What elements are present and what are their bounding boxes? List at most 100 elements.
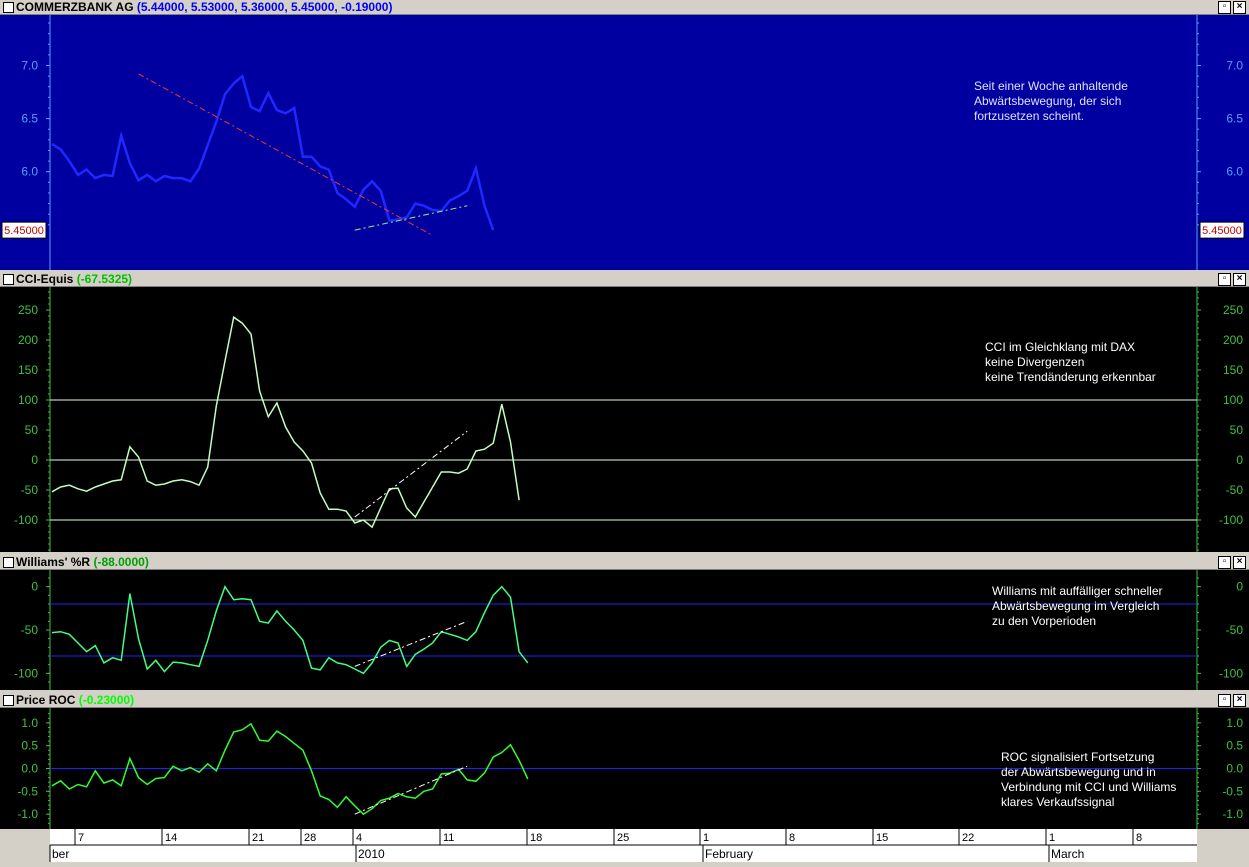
annotation-line: fortzusetzen scheint. xyxy=(974,109,1084,123)
annotation-line: ROC signalisiert Fortsetzung xyxy=(1001,750,1154,764)
close-icon[interactable]: × xyxy=(1233,273,1246,286)
close-icon[interactable]: × xyxy=(1233,1,1246,14)
y-tick-label-right: 150 xyxy=(1223,363,1243,377)
y-tick-label-right: -100 xyxy=(1219,513,1243,527)
window-icon xyxy=(3,274,14,285)
close-icon[interactable]: × xyxy=(1233,694,1246,707)
y-tick-label-left: 0.0 xyxy=(21,762,38,776)
y-tick-label-right: 0.0 xyxy=(1226,762,1243,776)
y-tick-label-left: 0.5 xyxy=(21,739,38,753)
y-tick-label-right: -1.0 xyxy=(1222,807,1243,821)
day-label: 28 xyxy=(304,832,316,844)
price-pane-title: COMMERZBANK AG xyxy=(16,0,134,14)
day-label: 8 xyxy=(1136,832,1142,844)
williams-pane: Williams' %R (-88.0000) ▫ × 0 0 -50 -50 -100 -… xyxy=(0,555,1249,690)
williams-pane-title: Williams' %R xyxy=(16,555,91,569)
restore-icon[interactable]: ▫ xyxy=(1218,1,1231,14)
williams-readout: (-88.0000) xyxy=(93,555,149,569)
y-tick-label-left: 0 xyxy=(31,580,38,594)
y-tick-label-right: 1.0 xyxy=(1226,716,1243,730)
y-tick-label-right: -50 xyxy=(1226,483,1244,497)
day-label: 21 xyxy=(252,832,264,844)
y-tick-label-left: -100 xyxy=(14,666,38,680)
y-tick-label-left: -1.0 xyxy=(17,807,38,821)
annotation-line: Verbindung mit CCI und Williams xyxy=(1001,780,1176,794)
date-axis[interactable]: 7 14 21 28 4 11 18 25 1 8 15 22 1 8 ber 2010 February Mar… xyxy=(0,829,1249,862)
cci-pane-titlebar[interactable]: CCI-Equis (-67.5325) ▫ × xyxy=(0,272,1249,287)
day-label: 22 xyxy=(962,832,974,844)
cci-chart: 250 250 200 200 150 150 100 100 50 50 0 0 -50 -50 -100… xyxy=(0,287,1249,552)
annotation-line: keine Divergenzen xyxy=(985,355,1084,369)
trendline[interactable] xyxy=(354,620,468,667)
window-icon xyxy=(3,2,14,13)
annotation-line: zu den Vorperioden xyxy=(992,614,1096,628)
annotation-line: CCI im Gleichklang mit DAX xyxy=(985,340,1135,354)
annotation-text[interactable]: Williams mit auffälliger schnellerAbwärt… xyxy=(992,584,1163,628)
annotation-line: der Abwärtsbewegung und in xyxy=(1001,765,1156,779)
day-label: 1 xyxy=(703,832,709,844)
window-icon xyxy=(3,695,14,706)
y-tick-label-right: 50 xyxy=(1230,423,1244,437)
price-readout: (5.44000, 5.53000, 5.36000, 5.45000, -0.… xyxy=(136,0,393,14)
annotation-line: Abwärtsbewegung im Vergleich xyxy=(992,599,1159,613)
value-tag-left: 5.45000 xyxy=(4,225,44,237)
y-tick-label-right: 7.0 xyxy=(1226,58,1243,72)
annotation-line: Seit einer Woche anhaltende xyxy=(974,79,1128,93)
y-tick-label-right: 6.0 xyxy=(1226,165,1243,179)
value-tag-left-box xyxy=(1,221,47,239)
price-pane: COMMERZBANK AG (5.44000, 5.53000, 5.3600… xyxy=(0,0,1249,270)
day-label: 25 xyxy=(617,832,629,844)
day-label: 15 xyxy=(876,832,888,844)
roc-pane-titlebar[interactable]: Price ROC (-0.23000) ▫ × xyxy=(0,693,1249,708)
series-line xyxy=(51,722,529,816)
month-label: February xyxy=(705,847,753,861)
price-pane-titlebar[interactable]: COMMERZBANK AG (5.44000, 5.53000, 5.3600… xyxy=(0,0,1249,15)
y-tick-label-right: -0.5 xyxy=(1222,784,1243,798)
williams-chart: 0 0 -50 -50 -100 -100 Williams mit auffälliger… xyxy=(0,570,1249,690)
month-label: March xyxy=(1051,847,1084,861)
month-label: 2010 xyxy=(358,847,385,861)
y-tick-label-left: -100 xyxy=(14,513,38,527)
day-label: 7 xyxy=(78,832,84,844)
y-tick-label-right: 200 xyxy=(1223,333,1243,347)
plot-background xyxy=(0,15,1249,270)
trendline[interactable] xyxy=(354,430,468,518)
y-tick-label-left: -50 xyxy=(21,623,39,637)
trendline[interactable] xyxy=(354,765,468,815)
annotation-line: keine Trendänderung erkennbar xyxy=(985,370,1156,384)
y-tick-label-right: -50 xyxy=(1226,623,1244,637)
roc-chart: 1.0 1.0 0.5 0.5 0.0 0.0 -0.5 -0.5 -1.0 -1.0 ROC si… xyxy=(0,708,1249,829)
y-tick-label-right: 0.5 xyxy=(1226,739,1243,753)
y-tick-label-right: 0 xyxy=(1236,453,1243,467)
y-tick-label-left: 100 xyxy=(18,393,38,407)
window-icon xyxy=(3,557,14,568)
roc-readout: (-0.23000) xyxy=(78,693,135,707)
y-tick-label-right: 0 xyxy=(1236,580,1243,594)
trendline[interactable] xyxy=(354,205,468,231)
value-tag-right: 5.45000 xyxy=(1202,225,1242,237)
williams-pane-titlebar[interactable]: Williams' %R (-88.0000) ▫ × xyxy=(0,555,1249,570)
close-icon[interactable]: × xyxy=(1233,556,1246,569)
y-tick-label-left: 50 xyxy=(25,423,39,437)
day-label: 14 xyxy=(165,832,177,844)
series-line xyxy=(51,585,529,675)
annotation-line: Abwärtsbewegung, der sich xyxy=(974,94,1121,108)
annotation-line: klares Verkaufssignal xyxy=(1001,795,1114,809)
day-label: 4 xyxy=(356,832,362,844)
cci-readout: (-67.5325) xyxy=(76,272,133,286)
value-tag-right-box xyxy=(1199,221,1245,239)
day-label: 18 xyxy=(530,832,542,844)
y-tick-label-left: -50 xyxy=(21,483,39,497)
restore-icon[interactable]: ▫ xyxy=(1218,556,1231,569)
price-chart: 7.0 7.0 6.5 6.5 6.0 6.0 5.45000 5.45000 Seit ein… xyxy=(0,15,1249,270)
y-tick-label-right: 100 xyxy=(1223,393,1243,407)
annotation-line: Williams mit auffälliger schneller xyxy=(992,584,1163,598)
y-tick-label-left: 0 xyxy=(31,453,38,467)
restore-icon[interactable]: ▫ xyxy=(1218,273,1231,286)
restore-icon[interactable]: ▫ xyxy=(1218,694,1231,707)
y-tick-label-left: 6.0 xyxy=(21,165,38,179)
annotation-text[interactable]: Seit einer Woche anhaltendeAbwärtsbewegu… xyxy=(974,79,1128,123)
y-tick-label-left: -0.5 xyxy=(17,784,38,798)
